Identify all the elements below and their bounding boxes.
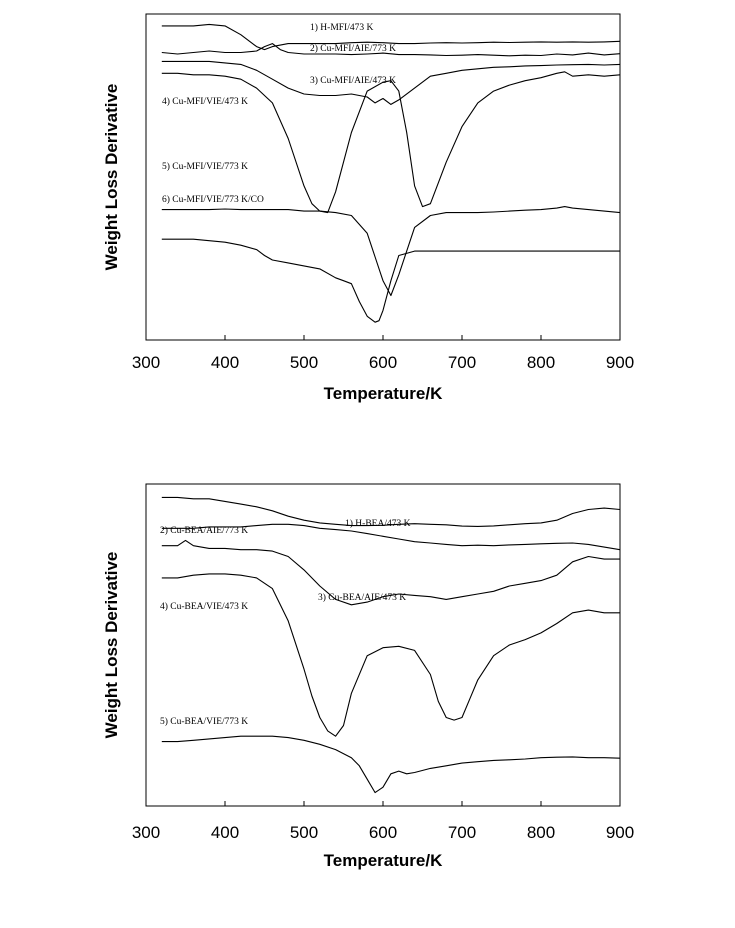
series-line-2 <box>161 43 621 57</box>
series-group <box>161 23 621 323</box>
series-label-2: 2) Cu-BEA/AIE/773 K <box>160 525 248 536</box>
x-axis-label: Temperature/K <box>324 384 443 403</box>
x-tick-label: 800 <box>527 823 555 842</box>
series-label-6: 6) Cu-MFI/VIE/773 K/CO <box>162 194 264 205</box>
y-axis-label: Weight Loss Derivative <box>102 552 121 739</box>
series-label-1: 1) H-MFI/473 K <box>310 22 373 33</box>
series-line-1 <box>161 496 621 527</box>
plot-frame <box>145 13 621 341</box>
x-tick-label: 500 <box>290 353 318 372</box>
series-label-4: 4) Cu-BEA/VIE/473 K <box>160 601 248 612</box>
series-line-1 <box>161 23 621 51</box>
x-tick-label: 900 <box>606 353 634 372</box>
x-tick-label: 900 <box>606 823 634 842</box>
x-tick-label: 600 <box>369 353 397 372</box>
series-line-6 <box>161 238 620 323</box>
x-axis-ticks: 300 400 500 600 700 800 900 <box>132 335 634 372</box>
series-label-2: 2) Cu-MFI/AIE/773 K <box>310 43 396 54</box>
x-tick-label: 700 <box>448 353 476 372</box>
x-tick-label: 600 <box>369 823 397 842</box>
y-axis-label: Weight Loss Derivative <box>102 84 121 271</box>
series-line-3 <box>161 60 621 105</box>
chart-panel-bea: 300 400 500 600 700 800 900 1) H-BEA/473 K 2) C… <box>102 483 634 870</box>
series-labels: 1) H-MFI/473 K 2) Cu-MFI/AIE/773 K 3) Cu-M… <box>162 22 396 205</box>
series-line-5 <box>161 206 621 297</box>
x-tick-label: 800 <box>527 353 555 372</box>
x-axis-ticks: 300 400 500 600 700 800 900 <box>132 801 634 842</box>
series-label-5: 5) Cu-BEA/VIE/773 K <box>160 716 248 727</box>
series-line-3 <box>161 539 620 606</box>
x-tick-label: 700 <box>448 823 476 842</box>
x-tick-label: 400 <box>211 823 239 842</box>
series-group <box>161 496 621 794</box>
chart-panel-mfi: 300 400 500 600 700 800 900 1) H-MFI/473 K 2) C… <box>102 13 634 403</box>
series-line-4 <box>161 71 621 214</box>
series-line-4 <box>161 573 620 737</box>
series-label-5: 5) Cu-MFI/VIE/773 K <box>162 161 248 172</box>
x-tick-label: 500 <box>290 823 318 842</box>
x-axis-label: Temperature/K <box>324 851 443 870</box>
series-line-5 <box>161 735 621 794</box>
series-labels: 1) H-BEA/473 K 2) Cu-BEA/AIE/773 K 3) Cu-B… <box>160 518 411 727</box>
x-tick-label: 300 <box>132 823 160 842</box>
series-line-2 <box>161 523 621 551</box>
series-label-3: 3) Cu-BEA/AIE/473 K <box>318 592 406 603</box>
series-label-1: 1) H-BEA/473 K <box>345 518 411 529</box>
x-tick-label: 300 <box>132 353 160 372</box>
series-label-4: 4) Cu-MFI/VIE/473 K <box>162 96 248 107</box>
x-tick-label: 400 <box>211 353 239 372</box>
series-label-3: 3) Cu-MFI/AIE/473 K <box>310 75 396 86</box>
